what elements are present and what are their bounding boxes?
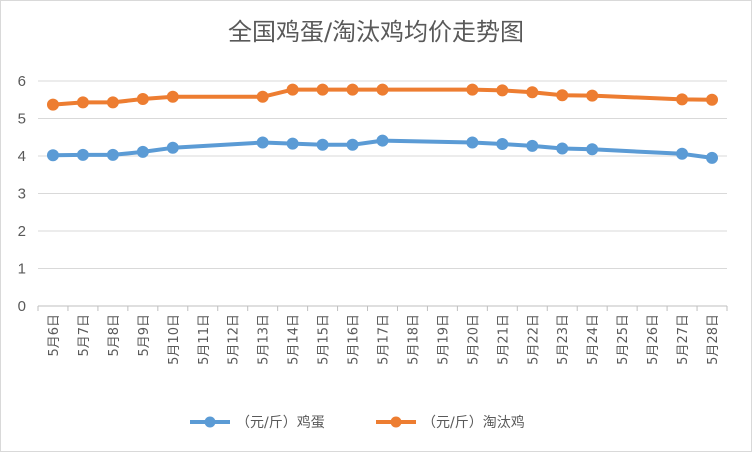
data-point bbox=[256, 136, 269, 149]
x-tick-label: 5月10日 bbox=[167, 314, 182, 365]
data-point bbox=[556, 142, 569, 155]
x-tick-label: 5月21日 bbox=[496, 314, 511, 365]
x-tick-label: 5月27日 bbox=[676, 314, 691, 365]
legend-swatch-marker bbox=[204, 416, 216, 428]
data-point bbox=[706, 151, 719, 164]
x-tick-label: 5月13日 bbox=[257, 314, 272, 365]
legend: （元/斤）鸡蛋 （元/斤）淘汰鸡 bbox=[190, 414, 525, 431]
data-point bbox=[106, 96, 119, 109]
data-point bbox=[466, 83, 479, 96]
data-point bbox=[496, 84, 509, 97]
axes bbox=[37, 305, 728, 311]
x-tick-label: 5月26日 bbox=[646, 314, 661, 365]
x-tick-label: 5月28日 bbox=[706, 314, 721, 365]
y-tick-label: 1 bbox=[18, 261, 26, 278]
data-point bbox=[496, 138, 509, 150]
gridlines bbox=[38, 80, 727, 269]
data-point bbox=[376, 83, 389, 96]
data-point bbox=[466, 136, 479, 149]
x-tick-label: 5月11日 bbox=[197, 314, 212, 365]
data-point bbox=[76, 96, 89, 109]
data-point bbox=[46, 149, 59, 162]
y-tick-label: 0 bbox=[18, 298, 26, 315]
data-point bbox=[676, 93, 689, 106]
x-tick-label: 5月19日 bbox=[436, 314, 451, 365]
x-tick-labels: 5月6日 5月7日 5月8日 5月9日 5月10日 5月11日 5月12日 5月13日 5月14… bbox=[47, 314, 721, 365]
data-point bbox=[586, 89, 599, 102]
data-point bbox=[676, 147, 689, 160]
data-point bbox=[316, 83, 329, 96]
data-point bbox=[556, 89, 569, 102]
data-point bbox=[166, 90, 179, 103]
series-1 bbox=[46, 134, 719, 164]
series bbox=[46, 83, 719, 164]
x-tick-label: 5月12日 bbox=[227, 314, 242, 365]
x-tick-label: 5月9日 bbox=[137, 314, 152, 357]
data-point bbox=[346, 138, 359, 151]
x-tick-label: 5月23日 bbox=[556, 314, 571, 365]
y-tick-label: 6 bbox=[18, 73, 26, 90]
legend-item: （元/斤）淘汰鸡 bbox=[376, 414, 525, 431]
data-point bbox=[526, 86, 539, 99]
x-tick-label: 5月14日 bbox=[287, 314, 302, 365]
chart-title: 全国鸡蛋/淘汰鸡均价走势图 bbox=[227, 18, 525, 46]
x-tick-label: 5月6日 bbox=[47, 314, 62, 357]
x-tick-label: 5月25日 bbox=[616, 314, 631, 365]
data-point bbox=[76, 148, 89, 161]
y-tick-label: 5 bbox=[18, 111, 26, 128]
x-tick-label: 5月15日 bbox=[317, 314, 332, 365]
x-tick-label: 5月22日 bbox=[526, 314, 541, 365]
data-point bbox=[706, 93, 719, 106]
x-tick-label: 5月7日 bbox=[77, 314, 92, 357]
data-point bbox=[166, 141, 179, 154]
x-tick-label: 5月20日 bbox=[466, 314, 481, 365]
data-point bbox=[286, 83, 299, 96]
x-tick-label: 5月8日 bbox=[107, 314, 122, 357]
series-2 bbox=[46, 83, 719, 111]
y-tick-label: 2 bbox=[18, 223, 26, 240]
data-point bbox=[136, 145, 149, 158]
data-point bbox=[316, 138, 329, 151]
x-tick-label: 5月24日 bbox=[586, 314, 601, 365]
data-point bbox=[346, 83, 359, 96]
y-tick-labels: 0 1 2 3 4 5 6 bbox=[18, 73, 26, 315]
x-tick-label: 5月18日 bbox=[406, 314, 421, 365]
data-point bbox=[106, 148, 119, 161]
y-tick-label: 4 bbox=[18, 148, 26, 165]
data-point bbox=[256, 90, 269, 103]
data-point bbox=[286, 137, 299, 150]
data-point bbox=[46, 98, 59, 111]
data-point bbox=[376, 134, 389, 147]
data-point bbox=[586, 143, 599, 156]
y-tick-label: 3 bbox=[18, 186, 26, 203]
legend-item: （元/斤）鸡蛋 bbox=[190, 414, 325, 431]
legend-swatch-marker bbox=[390, 416, 402, 428]
legend-label: （元/斤）鸡蛋 bbox=[236, 414, 325, 431]
x-tick-label: 5月16日 bbox=[347, 314, 362, 365]
data-point bbox=[136, 93, 149, 105]
data-point bbox=[526, 139, 539, 152]
legend-label: （元/斤）淘汰鸡 bbox=[422, 414, 525, 431]
x-tick-label: 5月17日 bbox=[377, 314, 392, 365]
